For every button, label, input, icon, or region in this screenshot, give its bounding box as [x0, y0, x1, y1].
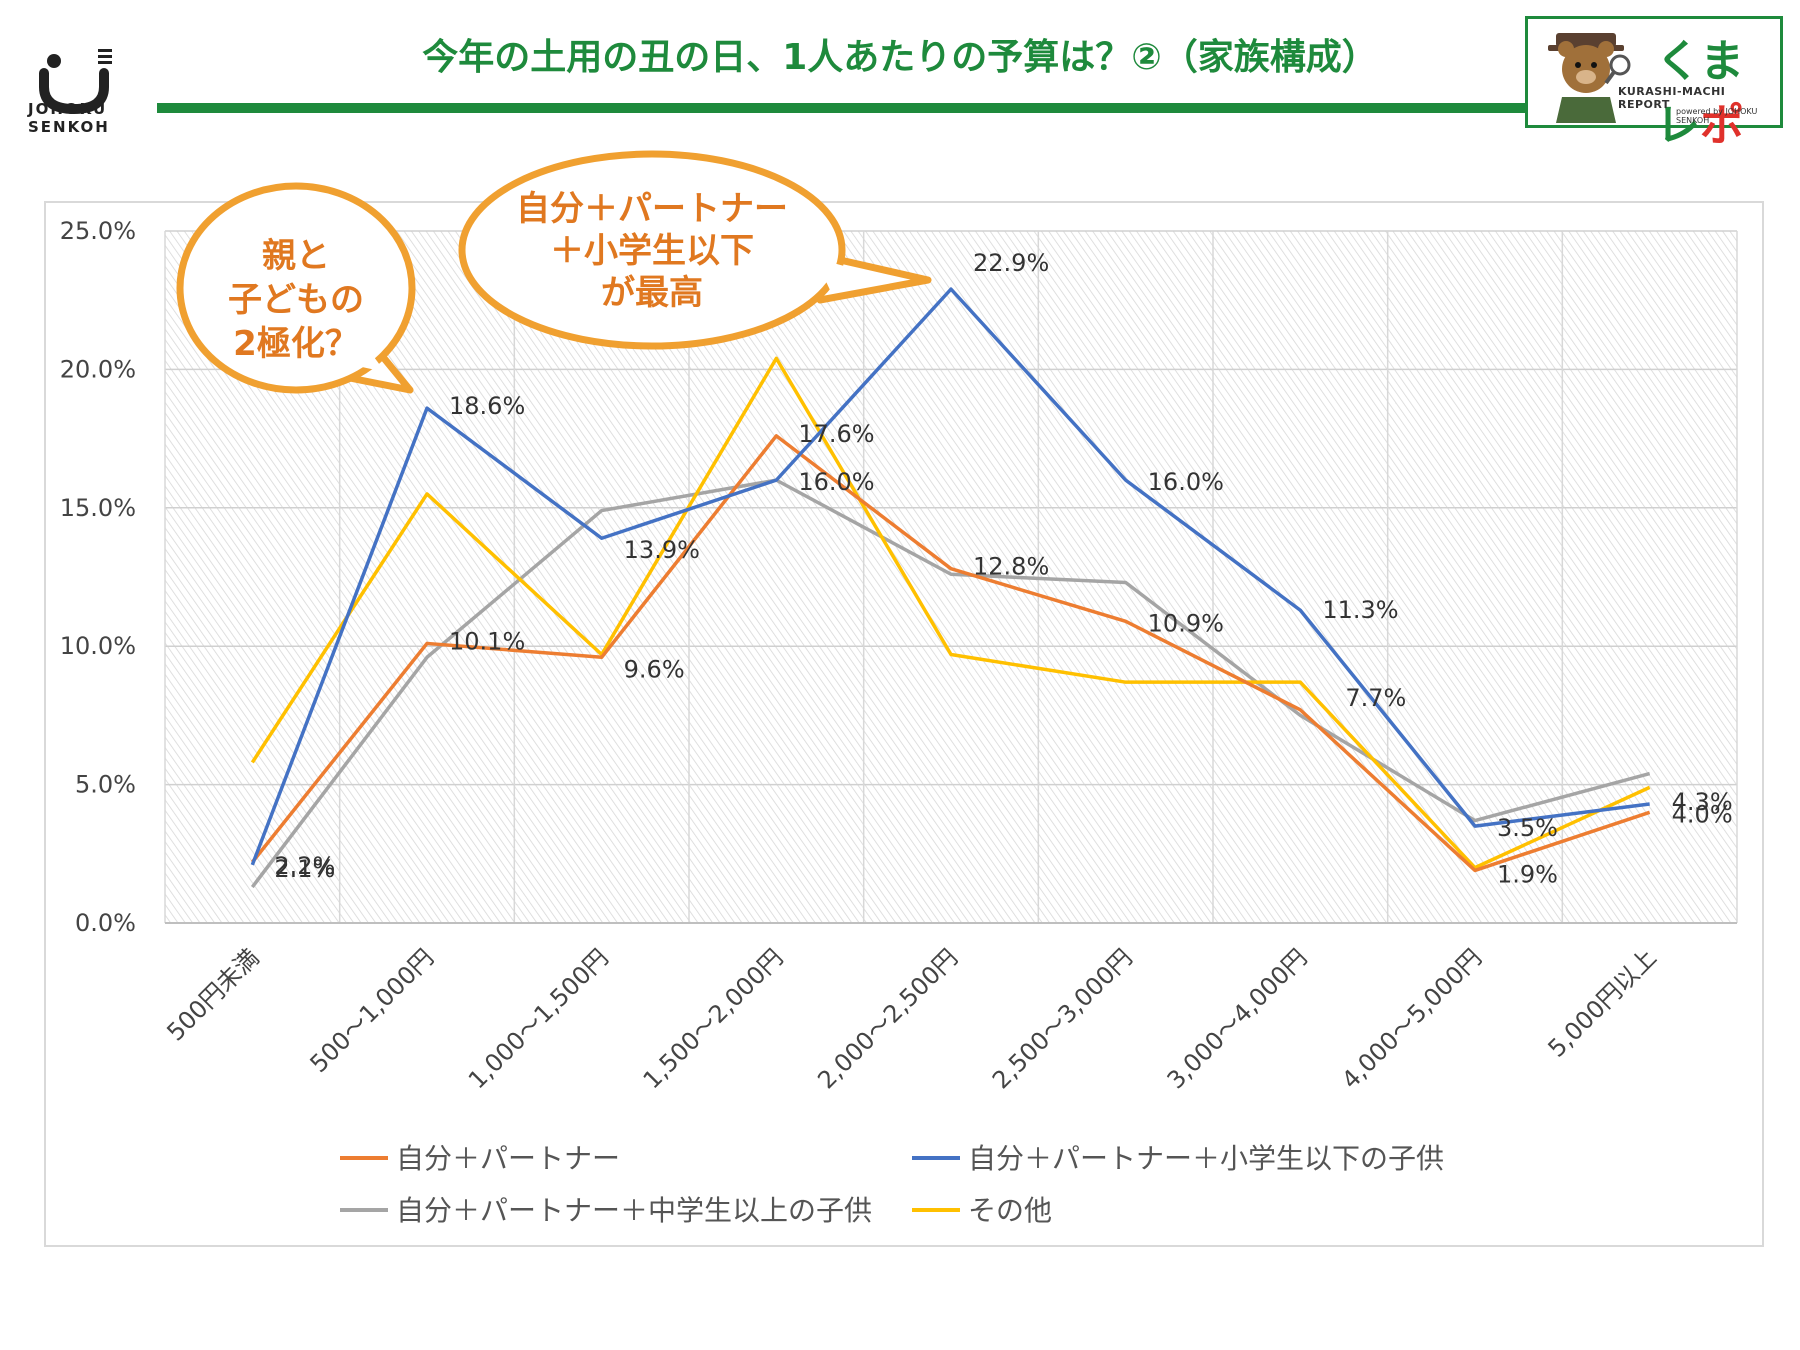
data-label: 16.0%: [798, 468, 874, 496]
legend-item: その他: [912, 1194, 1052, 1227]
callout-tail-cover: [815, 258, 895, 290]
data-label: 2.2%: [274, 852, 335, 880]
x-tick-label: 2,000～2,500円: [812, 943, 963, 1094]
badge-powered-by: powered by JOHOKU SENKOH: [1676, 107, 1758, 125]
kuma-report-badge: くまレポ KURASHI-MACHI REPORT powered by JOH…: [1525, 16, 1783, 151]
brand-name: JOHOKU SENKOH: [28, 100, 110, 136]
brand-line-2: SENKOH: [28, 118, 110, 136]
johoku-logo-icon: [39, 49, 112, 115]
badge-title-accent: ポ: [1700, 100, 1744, 151]
legend-label: 自分＋パートナー: [396, 1142, 620, 1175]
x-tick-label: 1,500～2,000円: [638, 943, 789, 1094]
series-line: [250, 356, 1651, 870]
y-tick-label: 25.0%: [60, 217, 136, 245]
data-label: 2.1%: [274, 855, 335, 883]
callout-text-line: 2極化？: [233, 324, 359, 364]
callout-text-line: 子どもの: [228, 280, 364, 320]
chart-frame: [44, 201, 1764, 1247]
legend-item: 自分＋パートナー＋中学生以上の子供: [340, 1194, 872, 1227]
bear-detective-icon: [1548, 33, 1631, 123]
page-title: 今年の土用の丑の日、1人あたりの予算は？②（家族構成）: [422, 37, 1378, 78]
legend-label: 自分＋パートナー＋小学生以下の子供: [968, 1142, 1444, 1175]
series-line: [250, 287, 1650, 866]
data-label: 4.0%: [1672, 800, 1733, 828]
callout-body: [458, 150, 846, 350]
data-label: 4.3%: [1672, 788, 1733, 816]
data-label: 7.7%: [1345, 684, 1406, 712]
x-tick-label: 3,000～4,000円: [1162, 943, 1313, 1094]
callout-text-line: 自分＋パートナー: [516, 189, 788, 229]
data-label: 10.9%: [1148, 609, 1224, 637]
brand-line-1: JOHOKU: [28, 100, 108, 118]
y-tick-label: 0.0%: [75, 909, 136, 937]
badge-title: くまレポ: [1656, 25, 1780, 153]
data-label: 17.6%: [798, 420, 874, 448]
data-label: 10.1%: [449, 627, 525, 655]
data-label: 18.6%: [449, 392, 525, 420]
badge-title-main: くまレ: [1656, 36, 1744, 151]
x-tick-label: 4,000～5,000円: [1336, 943, 1487, 1094]
legend-label: 自分＋パートナー＋中学生以上の子供: [396, 1194, 872, 1227]
x-tick-label: 500～1,000円: [305, 943, 440, 1078]
data-label: 12.8%: [973, 553, 1049, 581]
badge-subtitle: KURASHI-MACHI REPORT: [1618, 85, 1726, 111]
x-tick-label: 5,000円以上: [1543, 943, 1662, 1062]
callout-body: [176, 182, 416, 394]
callout-tail-cover: [330, 338, 385, 372]
data-label: 11.3%: [1322, 596, 1398, 624]
legend-item: 自分＋パートナー＋小学生以下の子供: [912, 1142, 1444, 1175]
x-tick-label: 500円未満: [161, 943, 264, 1046]
x-tick-label: 1,000～1,500円: [463, 943, 614, 1094]
data-label: 3.5%: [1497, 814, 1558, 842]
data-label: 22.9%: [973, 249, 1049, 277]
y-tick-label: 20.0%: [60, 355, 136, 383]
data-label: 16.0%: [1148, 468, 1224, 496]
y-tick-label: 10.0%: [60, 632, 136, 660]
legend-label: その他: [968, 1194, 1052, 1227]
data-label: 1.9%: [1497, 860, 1558, 888]
callout-text-line: ＋小学生以下: [550, 231, 754, 271]
data-label: 9.6%: [624, 655, 685, 683]
callout-text-line: が最高: [601, 273, 703, 313]
callout-text-line: 親と: [262, 236, 330, 276]
legend-item: 自分＋パートナー: [340, 1142, 620, 1175]
series-line: [250, 434, 1651, 873]
data-label: 13.9%: [624, 536, 700, 564]
x-tick-label: 2,500～3,000円: [987, 943, 1138, 1094]
title-underline: [157, 103, 1527, 113]
series-line: [250, 478, 1651, 889]
plot-area: [165, 231, 1737, 923]
y-tick-label: 5.0%: [75, 771, 136, 799]
y-tick-label: 15.0%: [60, 494, 136, 522]
